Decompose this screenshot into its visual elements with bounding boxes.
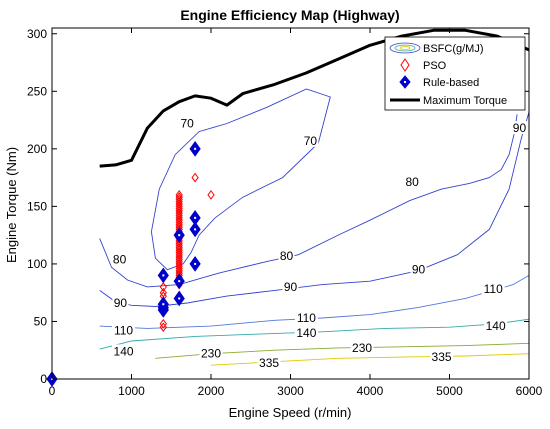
y-tick-label: 0	[40, 372, 47, 386]
contour-label-80: 80	[280, 249, 294, 263]
pso-point	[175, 190, 183, 200]
legend-pso-label: PSO	[423, 60, 447, 72]
legend: BSFC(g/MJ) PSO Rule-based Maximum Torque	[384, 36, 526, 111]
y-tick-label: 300	[27, 27, 47, 41]
legend-max-torque-label: Maximum Torque	[423, 95, 507, 107]
rule-based-point-dot	[162, 303, 165, 306]
rule-based-point-dot	[178, 234, 181, 237]
contour-line-90	[99, 111, 529, 307]
contour-line-140	[99, 318, 529, 350]
contour-label-bg	[484, 319, 508, 333]
chart-title: Engine Efficiency Map (Highway)	[180, 7, 399, 23]
contour-label-bg	[278, 248, 295, 262]
y-tick-label: 250	[27, 84, 47, 98]
legend-bsfc-icon-core	[399, 46, 411, 50]
contour-label-bg	[199, 346, 223, 360]
pso-point	[159, 282, 167, 292]
contour-label-bg	[112, 323, 136, 337]
rule-based-point-dot	[194, 147, 197, 150]
contour-label-110: 110	[297, 311, 316, 325]
contour-label-90: 90	[412, 263, 426, 277]
contour-label-230: 230	[201, 347, 221, 361]
y-axis-ticks: 0 50 100 150 200 250 300	[27, 27, 529, 386]
contour-label-bg	[112, 344, 136, 358]
contour-label-335: 335	[259, 356, 279, 370]
contour-label-bg	[430, 350, 454, 364]
contour-line-70	[150, 88, 331, 271]
contour-label-70: 70	[304, 134, 318, 148]
rule-based-point-dot	[162, 274, 165, 277]
contour-label-80: 80	[113, 252, 127, 266]
contour-label-bg	[111, 252, 128, 266]
contour-label-110: 110	[114, 324, 133, 338]
legend-rule-based-icon-dot	[404, 81, 406, 83]
legend-rule-based-label: Rule-based	[423, 77, 479, 89]
contour-line-80	[99, 114, 518, 288]
y-tick-label: 100	[27, 257, 47, 271]
pso-point	[159, 318, 167, 329]
rule-based-point-dot	[178, 280, 181, 283]
max-torque-curve	[99, 28, 529, 168]
y-axis-label: Engine Torque (Nm)	[4, 147, 19, 263]
pso-point	[191, 172, 199, 183]
x-axis-ticks: 0 1000 2000 3000 4000 5000 6000	[49, 28, 543, 398]
x-tick-label: 4000	[357, 384, 384, 398]
contour-label-70: 70	[180, 117, 194, 131]
legend-item-bsfc: BSFC(g/MJ)	[389, 42, 484, 55]
contour-label-140: 140	[114, 344, 134, 358]
contour-label-80: 80	[405, 175, 419, 189]
x-axis-label: Engine Speed (r/min)	[229, 405, 352, 420]
legend-bsfc-icon-inner	[394, 44, 416, 52]
x-tick-label: 5000	[436, 384, 463, 398]
contour-label-110: 110	[484, 282, 503, 296]
contour-label-bg	[294, 325, 318, 339]
contour-label-bg	[294, 311, 318, 325]
x-tick-label: 3000	[277, 384, 304, 398]
x-tick-label: 6000	[516, 384, 543, 398]
contour-label-230: 230	[352, 341, 372, 355]
legend-item-rule-based: Rule-based	[399, 75, 479, 89]
contour-label-bg	[257, 355, 281, 369]
contour-label-bg	[511, 121, 528, 135]
contour-label-bg	[179, 116, 196, 130]
contour-label-90: 90	[284, 280, 298, 294]
max-torque-line	[99, 28, 529, 168]
legend-bsfc-label: BSFC(g/MJ)	[423, 43, 484, 55]
contour-label-140: 140	[486, 319, 506, 333]
contour-label-90: 90	[513, 121, 527, 135]
y-tick-label: 150	[27, 199, 47, 213]
legend-item-pso: PSO	[400, 58, 447, 72]
contour-label-bg	[404, 175, 421, 189]
contour-label-bg	[481, 282, 505, 296]
y-tick-label: 200	[27, 142, 47, 156]
contour-label-140: 140	[296, 326, 316, 340]
x-tick-label: 0	[49, 384, 56, 398]
legend-pso-icon	[400, 58, 410, 72]
rule-based-point-dot	[194, 216, 197, 219]
contour-label-bg	[282, 279, 299, 293]
contour-label-bg	[112, 296, 129, 310]
x-tick-label: 1000	[118, 384, 145, 398]
contour-label-bg	[302, 133, 319, 147]
legend-item-max-torque: Maximum Torque	[390, 95, 507, 107]
pso-point	[207, 190, 215, 200]
x-tick-label: 2000	[198, 384, 225, 398]
legend-bsfc-icon	[389, 42, 421, 54]
contour-label-bg	[410, 262, 427, 276]
contour-label-90: 90	[114, 296, 128, 310]
rule-based-point-dot	[178, 297, 181, 300]
contour-label-bg	[350, 340, 374, 354]
rule-based-point-dot	[194, 262, 197, 265]
rule-based-point-dot	[194, 228, 197, 231]
y-tick-label: 50	[34, 314, 48, 328]
contour-label-335: 335	[432, 350, 452, 364]
